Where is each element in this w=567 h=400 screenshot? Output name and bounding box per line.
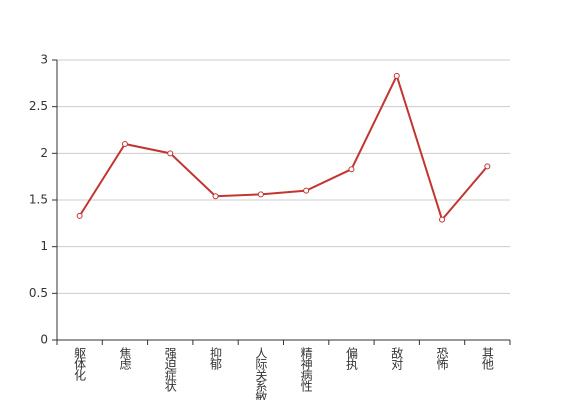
y-tick-label: 2.5 [29, 99, 48, 113]
y-tick-label: 1.5 [29, 193, 48, 207]
line [78, 73, 489, 222]
point [439, 216, 446, 223]
x-tick-label: 偏执 [344, 346, 358, 371]
point [121, 141, 128, 147]
point [167, 150, 174, 157]
x-tick-label: 精神病性 [299, 347, 313, 393]
x-tick-label: 焦虑 [118, 347, 132, 370]
y-tick-label: 2 [40, 146, 48, 160]
x-tick-label: 其他 [480, 347, 494, 370]
point [257, 191, 264, 198]
y-tick-label: 0.5 [29, 286, 48, 300]
x-tick-label: 抑郁 [209, 346, 223, 371]
x-tick-label: 敌对 [390, 346, 404, 370]
point [303, 187, 310, 194]
y-tick-label: 3 [40, 53, 48, 67]
x-tick-label: 强迫症状 [163, 347, 177, 392]
point [212, 193, 219, 200]
point [484, 163, 491, 170]
x-tick-label: 恐怖 [435, 347, 449, 370]
point [393, 72, 400, 79]
x-tick-label: 躯体化 [73, 346, 87, 382]
point [348, 166, 355, 173]
point [76, 212, 83, 219]
y-tick-label: 1 [40, 239, 48, 253]
y-tick-label: 0 [40, 333, 48, 347]
x-tick-label: 人际关系敏感 [254, 347, 268, 400]
